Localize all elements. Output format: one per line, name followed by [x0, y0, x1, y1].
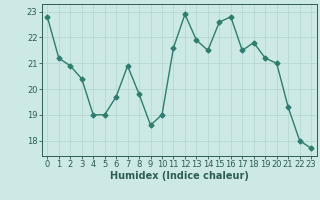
- X-axis label: Humidex (Indice chaleur): Humidex (Indice chaleur): [110, 171, 249, 181]
